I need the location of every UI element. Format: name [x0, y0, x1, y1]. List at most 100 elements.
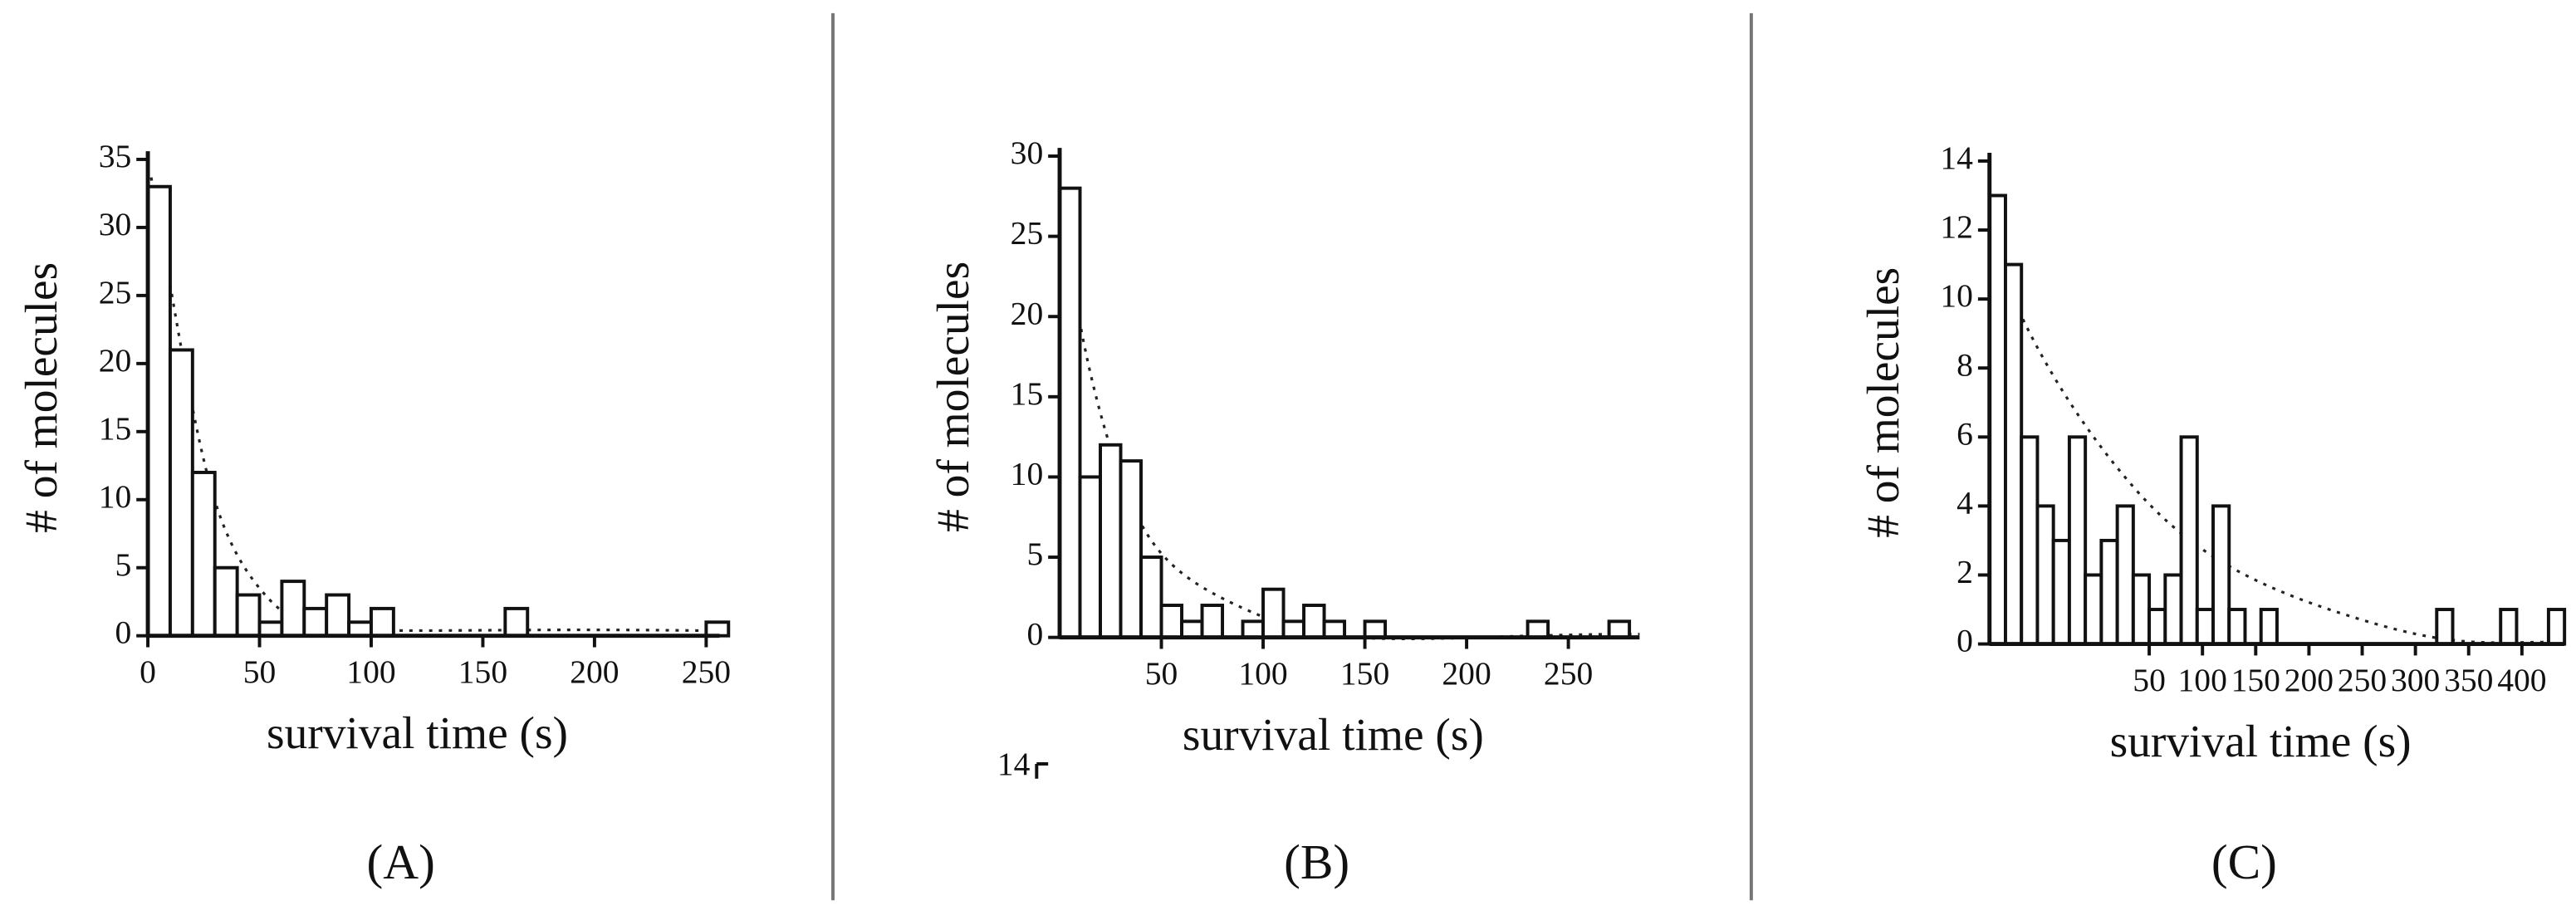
y-tick-label: 25 [1011, 215, 1044, 252]
annotation: 14 [997, 746, 1031, 782]
bar [280, 580, 306, 638]
x-tick-label: 0 [140, 653, 156, 690]
bar [1281, 619, 1306, 639]
x-tick-label: 250 [682, 653, 731, 690]
bar [2259, 608, 2279, 646]
bar [2195, 608, 2215, 646]
x-tick-label: 200 [1442, 655, 1491, 692]
bar [2211, 504, 2231, 646]
bar [2163, 573, 2183, 646]
y-axis-title: # of molecules [928, 262, 978, 532]
bar [1987, 193, 2007, 646]
bar [1078, 475, 1102, 639]
bar [1241, 619, 1266, 639]
bar [168, 348, 194, 638]
bar [2003, 262, 2024, 646]
y-tick-label: 0 [1956, 623, 1973, 659]
y-tick-label: 12 [1940, 208, 1973, 245]
bar [2546, 608, 2567, 646]
panel-label: (A) [367, 834, 435, 889]
bar [213, 565, 239, 638]
bar [1139, 555, 1163, 639]
bar [2131, 573, 2152, 646]
bar [1261, 587, 1286, 639]
bar [1058, 186, 1082, 639]
x-tick-label: 400 [2497, 662, 2546, 698]
bar [190, 471, 217, 638]
x-axis-title: survival time (s) [267, 707, 568, 758]
bar [1363, 619, 1388, 639]
x-tick-label: 100 [2178, 662, 2227, 698]
bar [2147, 608, 2167, 646]
bar [369, 606, 395, 638]
bar [503, 606, 530, 638]
bar [325, 593, 351, 638]
bar [302, 606, 329, 638]
y-tick-label: 10 [99, 478, 132, 515]
y-tick-label: 5 [115, 546, 131, 583]
y-axis-title: # of molecules [1858, 267, 1908, 538]
y-tick-label: 15 [1011, 375, 1044, 412]
x-axis-title: survival time (s) [1183, 709, 1484, 760]
x-tick-label: 150 [2231, 662, 2280, 698]
y-tick-label: 30 [1011, 135, 1044, 171]
bar [1607, 619, 1632, 639]
bar [2067, 435, 2088, 646]
bar [2084, 573, 2103, 646]
x-tick-label: 200 [2285, 662, 2334, 698]
y-tick-label: 25 [99, 274, 132, 311]
bar [2115, 504, 2135, 646]
y-tick-label: 15 [99, 410, 132, 447]
y-tick-label: 10 [1940, 277, 1973, 314]
y-tick-label: 35 [99, 138, 132, 174]
y-tick-label: 2 [1956, 554, 1973, 590]
bar [1200, 604, 1225, 639]
y-tick-label: 30 [99, 206, 132, 242]
bar [1119, 459, 1144, 639]
bar [146, 184, 172, 638]
x-tick-label: 100 [1238, 655, 1287, 692]
y-tick-label: 20 [99, 342, 132, 379]
panel: 0 2 4 6 8 10 12 14 50 100 150 200 250 300 350 400 # of m… [1858, 139, 2567, 889]
x-tick-label: 100 [346, 653, 395, 690]
y-tick-label: 0 [115, 614, 131, 651]
y-tick-label: 0 [1026, 616, 1043, 653]
bar [2051, 538, 2071, 646]
fit-curves [149, 177, 2565, 644]
x-axis-title: survival time (s) [2110, 716, 2412, 766]
y-tick-label: 14 [1940, 139, 1973, 176]
x-tick-label: 150 [1340, 655, 1389, 692]
y-axis-title: # of molecules [16, 262, 66, 533]
bar [2499, 608, 2519, 646]
panel-label: (C) [2211, 834, 2277, 889]
y-tick-label: 20 [1011, 295, 1044, 331]
panel: 0 5 10 15 20 25 30 35 0 50 100 150 200 250 # of molecu… [16, 138, 731, 889]
bar [1526, 619, 1550, 639]
bar [2099, 538, 2119, 646]
bar [1099, 443, 1123, 639]
x-tick-label: 300 [2391, 662, 2440, 698]
x-tick-label: 50 [1145, 655, 1178, 692]
x-tick-label: 150 [458, 653, 507, 690]
bar [1180, 619, 1204, 639]
x-tick-label: 50 [2133, 662, 2166, 698]
y-tick-label: 8 [1956, 346, 1973, 383]
bar [2020, 435, 2040, 646]
bar [2227, 608, 2247, 646]
panel: 0 5 10 15 20 25 30 50 100 150 200 250 # of molecules… [928, 135, 1640, 889]
panel-label: (B) [1284, 834, 1349, 889]
x-tick-label: 200 [570, 653, 619, 690]
x-tick-label: 50 [243, 653, 277, 690]
x-tick-label: 250 [2338, 662, 2387, 698]
bar [235, 593, 262, 638]
bar [1159, 604, 1184, 639]
bar [1302, 604, 1326, 639]
bar [2179, 435, 2199, 646]
x-tick-label: 350 [2444, 662, 2493, 698]
x-tick-label: 250 [1544, 655, 1593, 692]
bar [1322, 619, 1347, 639]
y-tick-label: 5 [1026, 536, 1043, 572]
fit-curve [1063, 221, 1640, 640]
y-tick-label: 4 [1956, 484, 1973, 521]
